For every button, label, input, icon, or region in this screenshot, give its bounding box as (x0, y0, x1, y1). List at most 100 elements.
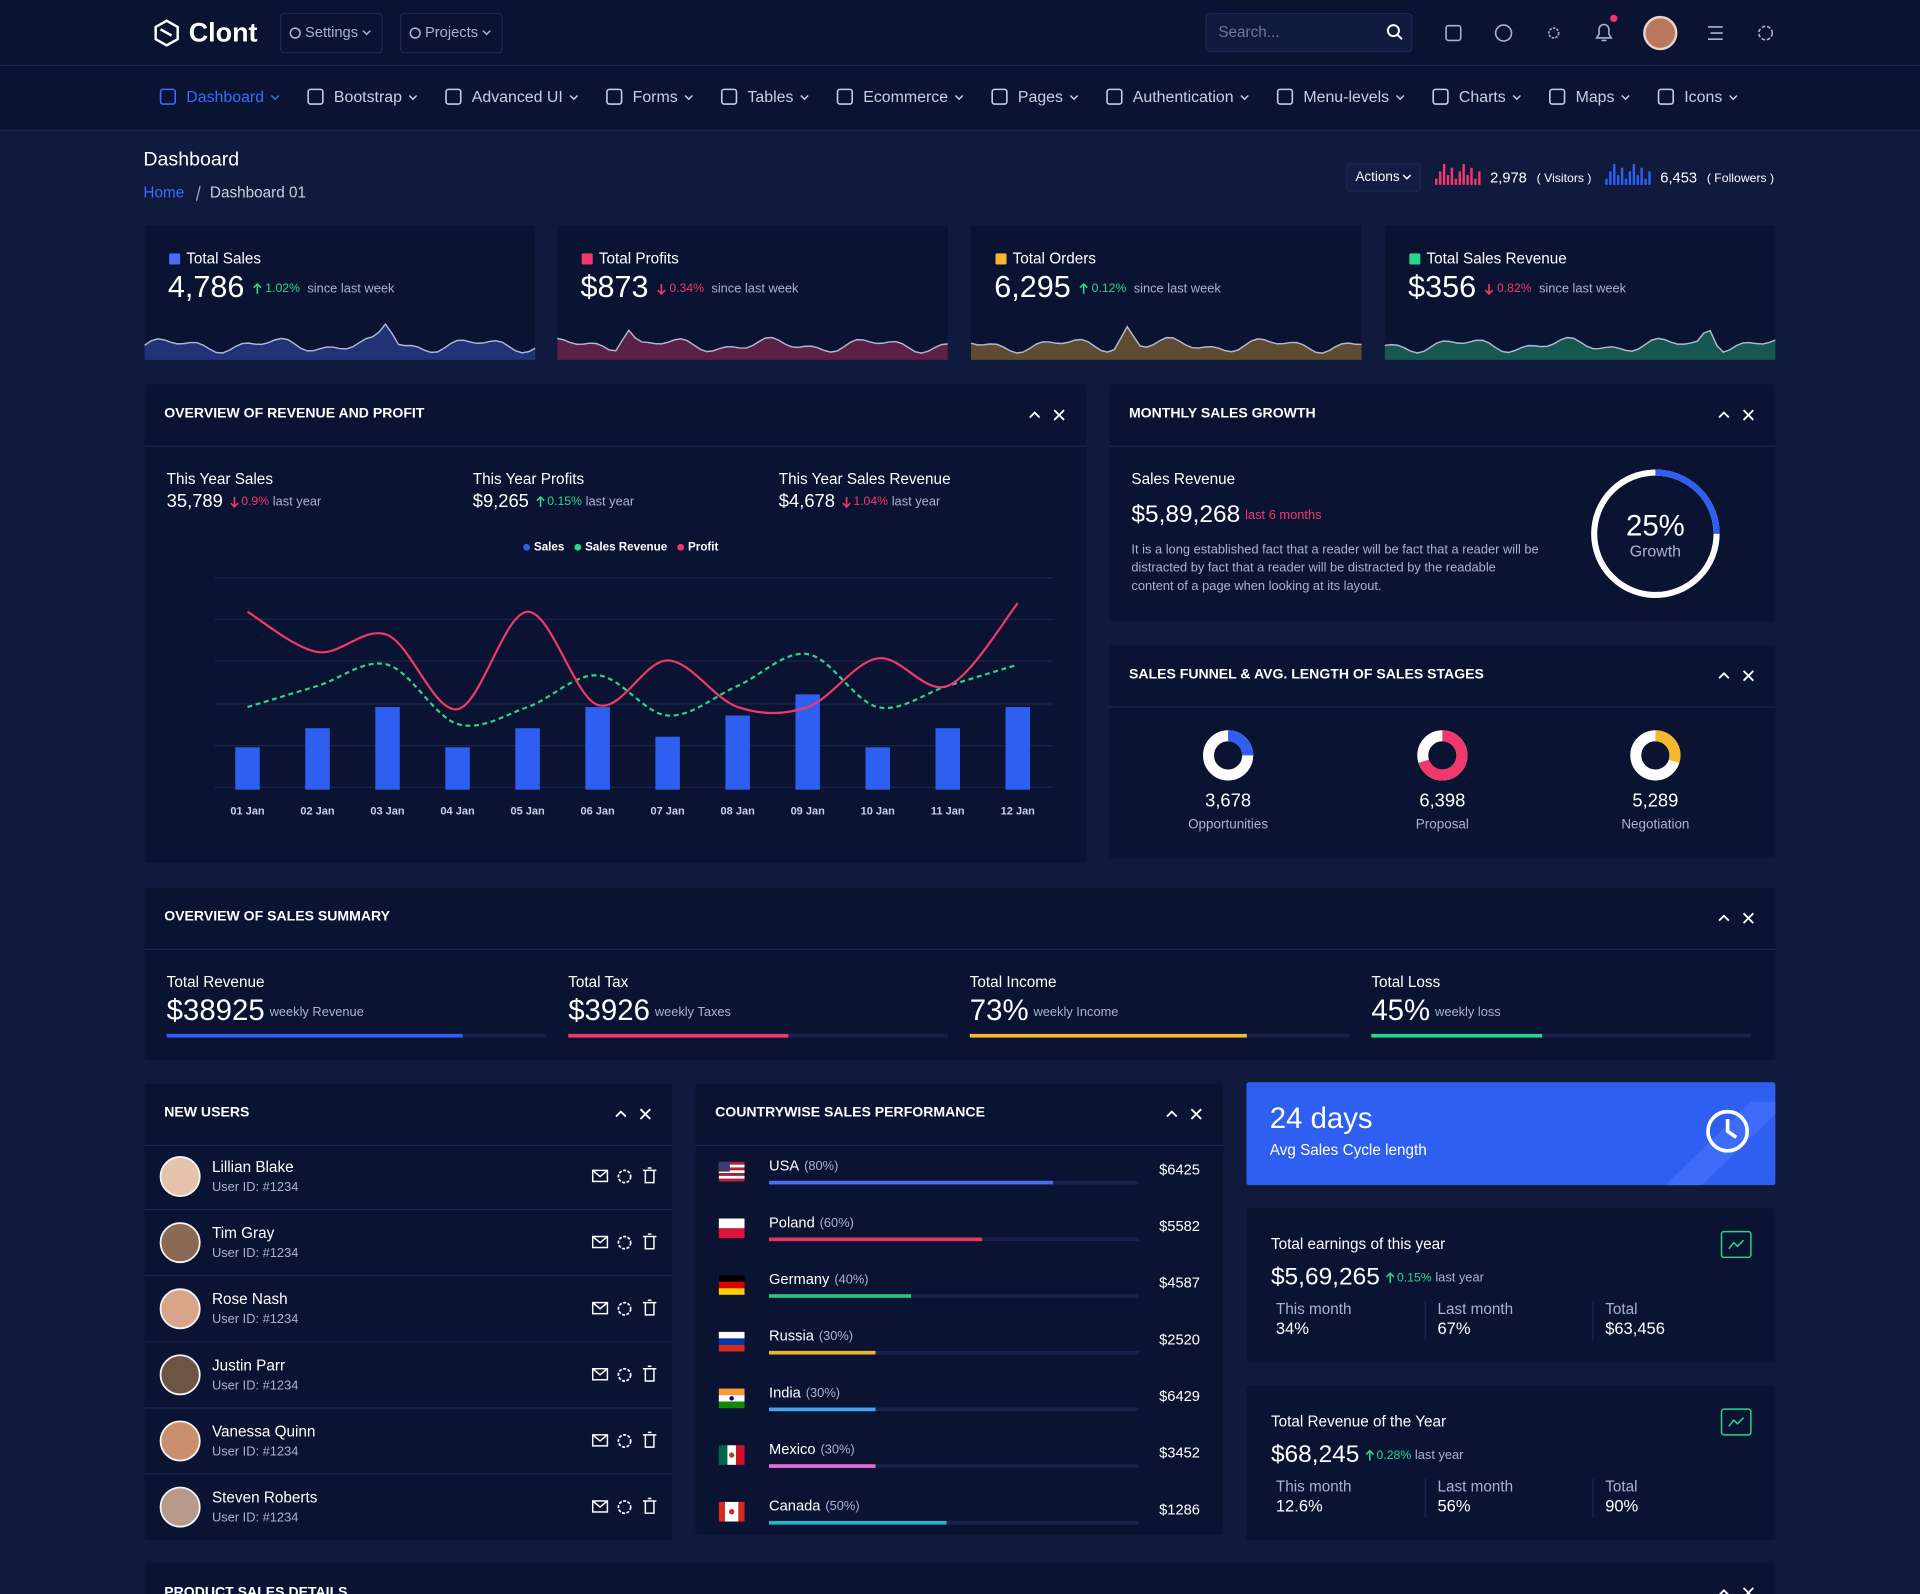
collapse-button[interactable] (1718, 672, 1730, 679)
collapse-button[interactable] (1166, 1110, 1178, 1118)
actions-button[interactable] (1346, 163, 1421, 192)
mail-button[interactable] (591, 1301, 609, 1315)
settings-button[interactable] (617, 1500, 632, 1515)
theme-icon[interactable] (1548, 27, 1560, 39)
close-button[interactable] (1742, 409, 1754, 421)
x-tick-label: 05 Jan (510, 806, 545, 818)
settings-button[interactable] (617, 1367, 632, 1382)
x-tick-label: 07 Jan (651, 806, 686, 818)
delete-button[interactable] (642, 1497, 657, 1514)
notification-icon[interactable] (1595, 23, 1613, 42)
nav-item[interactable]: Charts (1459, 89, 1506, 106)
close-button[interactable] (1190, 1108, 1202, 1120)
mini-bar (1474, 178, 1477, 185)
nav-item[interactable]: Authentication (1133, 89, 1234, 106)
delete-button[interactable] (642, 1365, 657, 1382)
collapse-button[interactable] (1029, 411, 1041, 419)
country-name: Mexico (769, 1442, 816, 1458)
close-button[interactable] (1742, 912, 1754, 924)
nav-item[interactable]: Dashboard (186, 89, 264, 106)
flag (718, 1218, 745, 1239)
collapse-button[interactable] (1718, 914, 1730, 922)
nav-item[interactable]: Pages (1018, 89, 1063, 106)
country-percent: (30%) (820, 1442, 854, 1457)
close-button[interactable] (1053, 409, 1065, 421)
stat-value: 6,295 (994, 270, 1071, 304)
close-button[interactable] (1742, 670, 1754, 682)
card (1109, 384, 1776, 621)
settings-button[interactable] (617, 1169, 632, 1184)
stage-value: 6,398 (1419, 790, 1465, 811)
stat-value: $356 (1408, 270, 1476, 304)
delete-button[interactable] (642, 1233, 657, 1250)
bar (865, 747, 890, 790)
earnings-title: Total Revenue of the Year (1271, 1414, 1446, 1431)
mini-bar (1462, 164, 1465, 185)
progress-bar (769, 1180, 1054, 1185)
stat-note: since last week (1134, 280, 1222, 295)
stat-icon (581, 253, 593, 265)
search-box[interactable] (1205, 12, 1413, 53)
mail-button[interactable] (591, 1367, 609, 1381)
flag-stripe (718, 1218, 745, 1229)
settings-button[interactable] (617, 1433, 632, 1448)
card-title: OVERVIEW OF SALES SUMMARY (164, 908, 390, 924)
line-series (246, 602, 1019, 715)
summary-note: last year (586, 493, 635, 508)
nav-item[interactable]: Maps (1576, 89, 1615, 106)
nav-item[interactable]: Advanced UI (472, 89, 563, 106)
menu-button[interactable] (279, 12, 383, 54)
menu-icon[interactable] (1708, 26, 1723, 40)
settings-icon[interactable] (1758, 25, 1774, 41)
nav-item[interactable]: Forms (633, 89, 678, 106)
nav-item[interactable]: Ecommerce (863, 89, 948, 106)
collapse-button[interactable] (1718, 411, 1730, 419)
stat-note: since last week (307, 280, 395, 295)
nav-item[interactable]: Bootstrap (334, 89, 402, 106)
nav-icon (159, 88, 177, 105)
nav-item[interactable]: Menu-levels (1303, 89, 1389, 106)
close-button[interactable] (1742, 1587, 1754, 1594)
flag (718, 1501, 745, 1522)
bar (305, 728, 330, 790)
user-avatar[interactable] (1643, 15, 1678, 51)
nav-icon (606, 88, 623, 105)
summary-value: 35,789 (167, 490, 223, 511)
settings-button[interactable] (617, 1301, 632, 1316)
mail-button[interactable] (591, 1169, 609, 1183)
nav-item[interactable]: Icons (1684, 89, 1722, 106)
nav-item[interactable]: Tables (747, 89, 793, 106)
stat-label: Total Orders (1013, 251, 1097, 268)
paragraph: It is a long established fact that a rea… (1131, 542, 1539, 594)
delete-button[interactable] (642, 1167, 657, 1184)
collapse-button[interactable] (615, 1110, 627, 1118)
mail-button[interactable] (591, 1434, 609, 1447)
stat-label: Total Sales (186, 251, 261, 268)
settings-button[interactable] (617, 1235, 632, 1250)
cycle-label: Avg Sales Cycle length (1270, 1142, 1427, 1159)
flag-stripe (718, 1445, 728, 1465)
chart-button[interactable] (1720, 1408, 1752, 1436)
close-button[interactable] (639, 1108, 651, 1120)
stage-label: Negotiation (1621, 817, 1689, 832)
fullscreen-icon[interactable] (1445, 24, 1462, 42)
earnings-card (1246, 1385, 1776, 1541)
stage-value: 5,289 (1632, 790, 1678, 811)
mail-button[interactable] (591, 1235, 609, 1249)
delete-button[interactable] (642, 1299, 657, 1316)
stat-change: 0.12% (1092, 281, 1127, 295)
language-icon[interactable] (1494, 24, 1513, 42)
menu-button[interactable] (399, 12, 503, 54)
flag (718, 1275, 745, 1295)
delete-button[interactable] (642, 1431, 657, 1448)
flag-stripe (718, 1161, 745, 1165)
card (144, 1083, 673, 1541)
chart-button[interactable] (1720, 1230, 1752, 1259)
country-name: Russia (769, 1329, 815, 1345)
stage-label: Proposal (1416, 817, 1469, 832)
mini-bar (1458, 171, 1461, 185)
trend-arrow (1079, 282, 1088, 294)
mail-button[interactable] (591, 1500, 609, 1513)
bar (655, 736, 680, 790)
caret (1069, 94, 1079, 101)
